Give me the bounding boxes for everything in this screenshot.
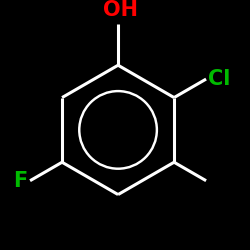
Text: OH: OH: [103, 0, 138, 20]
Text: Cl: Cl: [208, 69, 231, 89]
Text: F: F: [14, 171, 28, 191]
